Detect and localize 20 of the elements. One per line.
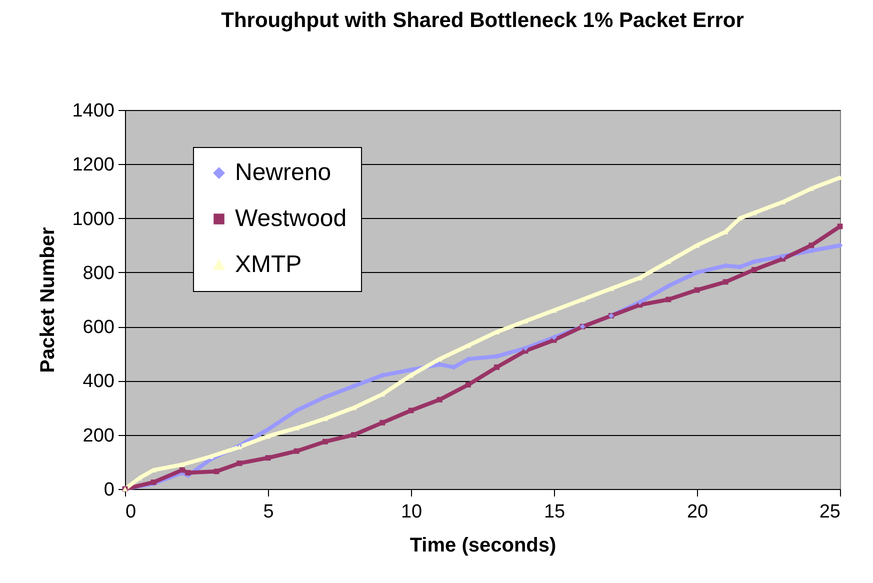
y-axis-title: Packet Number	[37, 226, 60, 373]
y-tick-label: 400	[82, 371, 114, 392]
x-tick-label: 0	[126, 502, 136, 522]
legend-label: Westwood	[235, 205, 347, 232]
y-tick-label: 1000	[72, 208, 114, 230]
y-tick-label: 600	[82, 317, 114, 338]
y-tick-label: 1200	[72, 154, 114, 176]
legend-label: Newreno	[235, 159, 332, 186]
x-tick-label: 20	[686, 502, 708, 522]
x-tick-label: 25	[819, 502, 840, 522]
y-tick-label: 1400	[72, 100, 114, 122]
x-tick-label: 10	[400, 502, 422, 522]
y-tick-label: 200	[82, 425, 114, 446]
chart-title: Throughput with Shared Bottleneck 1% Packet Error	[221, 9, 744, 32]
legend-label: XMTP	[235, 251, 302, 278]
x-tick-label: 5	[263, 502, 274, 522]
y-tick-label: 800	[82, 262, 114, 284]
x-axis-title: Time (seconds)	[410, 534, 556, 556]
y-tick-label: 0	[104, 480, 114, 500]
x-tick-label: 15	[544, 502, 566, 522]
